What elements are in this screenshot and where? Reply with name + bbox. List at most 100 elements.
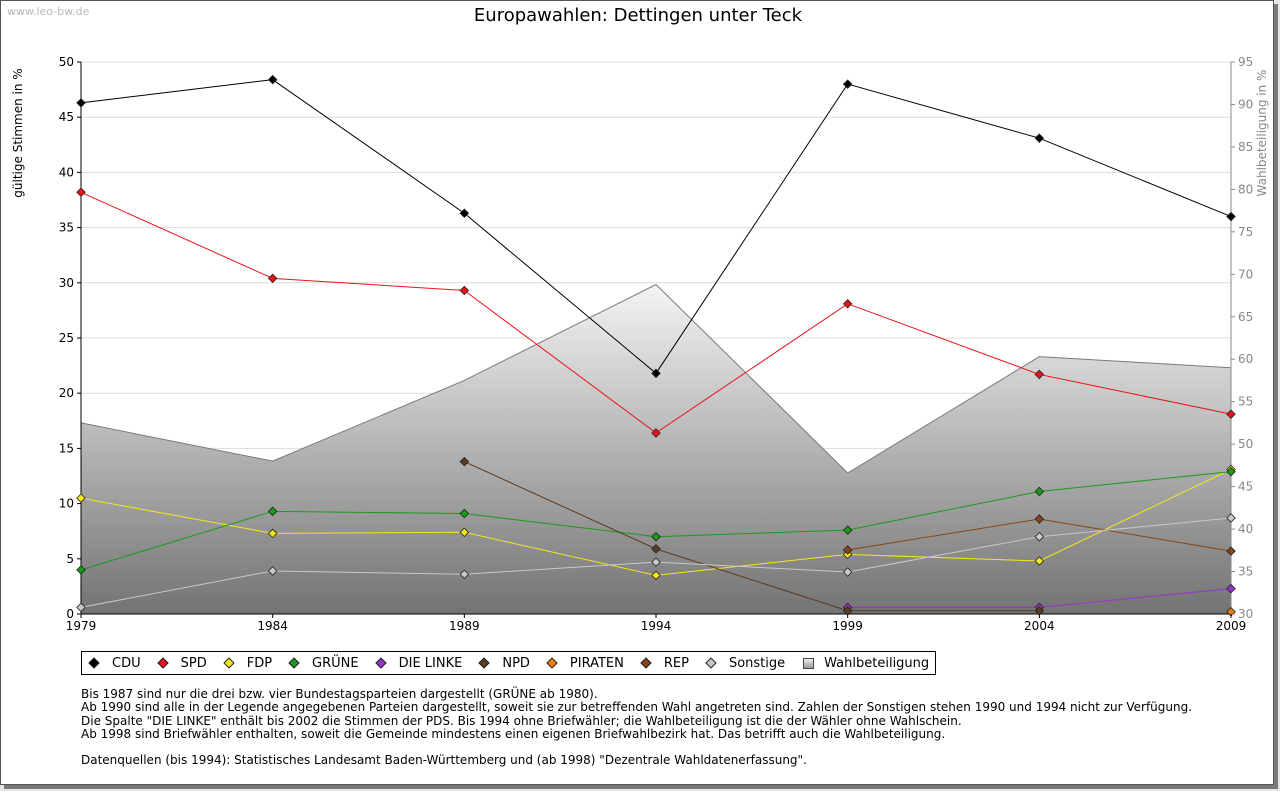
y-tick-label-left: 25 xyxy=(59,331,74,345)
data-point-grüne xyxy=(842,525,853,535)
x-tick-label: 1989 xyxy=(449,619,480,633)
watermark: www.leo-bw.de xyxy=(7,5,90,18)
data-point-spd xyxy=(459,285,470,296)
data-point-grüne xyxy=(1226,466,1236,477)
chart-legend: CDU SPD FDP GRÜNE DIE LINKE NPD PIRATEN REP Sons… xyxy=(81,651,937,675)
legend-item: Wahlbeteiligung xyxy=(803,656,929,671)
legend-label: GRÜNE xyxy=(312,655,359,671)
note-line: Die Spalte "DIE LINKE" enthält bis 2002 … xyxy=(81,713,962,728)
legend-item: SPD xyxy=(156,655,207,671)
data-point-grüne xyxy=(76,565,86,575)
legend-label: NPD xyxy=(502,655,530,671)
legend-item: PIRATEN xyxy=(546,655,624,671)
legend-label: Wahlbeteiligung xyxy=(824,655,930,671)
data-point-npd xyxy=(459,456,470,467)
y-tick-label-right: 60 xyxy=(1238,352,1253,366)
legend-marker xyxy=(288,657,300,669)
x-tick-label: 2004 xyxy=(1024,619,1055,633)
legend-marker xyxy=(478,657,491,669)
data-point-spd xyxy=(651,428,661,438)
y-tick-label-right: 65 xyxy=(1238,310,1253,324)
legend-item: FDP xyxy=(223,655,273,671)
chart-plot: 0 5 10 15 20 25 30 35 40 45 50 30 35 40 45 50 55 60 65 70 75… xyxy=(59,55,1254,633)
legend-item: Sonstige xyxy=(705,656,785,671)
data-point-cdu xyxy=(842,79,853,89)
x-tick-label: 2009 xyxy=(1216,619,1247,633)
y-tick-label-right: 35 xyxy=(1238,565,1253,579)
data-point-die-linke xyxy=(1226,583,1236,594)
y-tick-label-left: 45 xyxy=(59,110,74,124)
data-point-rep xyxy=(842,545,853,555)
y-tick-label-left: 20 xyxy=(59,386,74,400)
legend-marker xyxy=(374,657,387,669)
note-line: Ab 1998 sind Briefwähler enthalten, sowe… xyxy=(81,727,946,742)
data-point-sonstige xyxy=(76,602,86,613)
data-point-spd xyxy=(1226,409,1236,419)
data-point-fdp xyxy=(1034,556,1045,566)
data-point-grüne xyxy=(267,506,278,517)
x-tick-label: 1999 xyxy=(832,619,863,633)
data-point-sonstige xyxy=(651,557,661,567)
y-tick-label-right: 55 xyxy=(1238,395,1253,409)
data-point-cdu xyxy=(459,208,470,219)
chart-title: Europawahlen: Dettingen unter Teck xyxy=(473,5,803,26)
y-tick-label-right: 70 xyxy=(1238,267,1253,281)
series-line-npd xyxy=(464,461,1040,612)
legend-label: FDP xyxy=(246,655,273,671)
data-point-cdu xyxy=(1034,133,1045,143)
y-tick-label-left: 10 xyxy=(59,497,74,511)
legend-label: DIE LINKE xyxy=(398,655,463,671)
data-point-spd xyxy=(842,299,853,309)
data-point-grüne xyxy=(1034,486,1045,497)
legend-marker xyxy=(88,657,100,669)
legend-marker xyxy=(223,657,235,669)
y-tick-label-left: 15 xyxy=(59,441,74,455)
note-line: Ab 1990 sind alle in der Legende angegeb… xyxy=(81,700,1193,715)
data-point-sonstige xyxy=(1034,531,1045,542)
data-point-fdp xyxy=(651,570,661,581)
area-wahlbeteiligung-outline xyxy=(80,283,1232,474)
legend-item: GRÜNE xyxy=(288,655,359,671)
data-point-spd xyxy=(1034,369,1045,380)
legend-marker xyxy=(156,657,169,669)
y-tick-label-left: 5 xyxy=(66,552,74,566)
x-tick-label: 1979 xyxy=(66,619,97,633)
data-point-fdp xyxy=(267,528,278,539)
data-point-fdp xyxy=(459,527,470,538)
legend-label: REP xyxy=(663,655,689,671)
x-tick-label: 1984 xyxy=(257,619,288,633)
legend-marker xyxy=(640,657,652,669)
data-point-sonstige xyxy=(842,567,853,577)
data-point-spd xyxy=(267,273,278,284)
data-point-sonstige xyxy=(267,566,278,576)
y-tick-label-left: 35 xyxy=(59,221,74,235)
data-point-grüne xyxy=(651,531,661,542)
y-tick-label-right: 30 xyxy=(1238,607,1253,621)
data-point-cdu xyxy=(267,74,278,85)
legend-swatch-area xyxy=(803,657,815,669)
data-point-npd xyxy=(651,544,661,554)
y-tick-label-right: 90 xyxy=(1238,97,1253,111)
y-tick-label-left: 0 xyxy=(66,607,74,621)
y-tick-label-left: 30 xyxy=(59,276,74,290)
y-tick-label-right: 40 xyxy=(1238,522,1253,536)
legend-marker xyxy=(546,657,558,669)
data-point-grüne xyxy=(459,508,470,519)
legend-item: NPD xyxy=(478,655,530,671)
data-point-rep xyxy=(1034,514,1045,524)
legend-item: CDU xyxy=(88,655,141,671)
y-tick-label-left: 40 xyxy=(59,165,74,179)
chart-notes: Bis 1987 sind nur die drei bzw. vier Bun… xyxy=(81,687,1193,742)
area-wahlbeteiligung xyxy=(81,284,1231,614)
y-tick-label-right: 50 xyxy=(1238,437,1253,451)
legend-label: PIRATEN xyxy=(569,655,624,671)
x-tick-label: 1994 xyxy=(641,619,672,633)
legend-label: SPD xyxy=(180,655,207,671)
data-point-spd xyxy=(76,187,86,198)
y-tick-label-right: 45 xyxy=(1238,480,1253,494)
data-point-sonstige xyxy=(1226,513,1236,523)
data-point-fdp xyxy=(76,493,86,503)
legend-label: CDU xyxy=(112,655,141,671)
y-tick-label-left: 50 xyxy=(59,55,74,69)
